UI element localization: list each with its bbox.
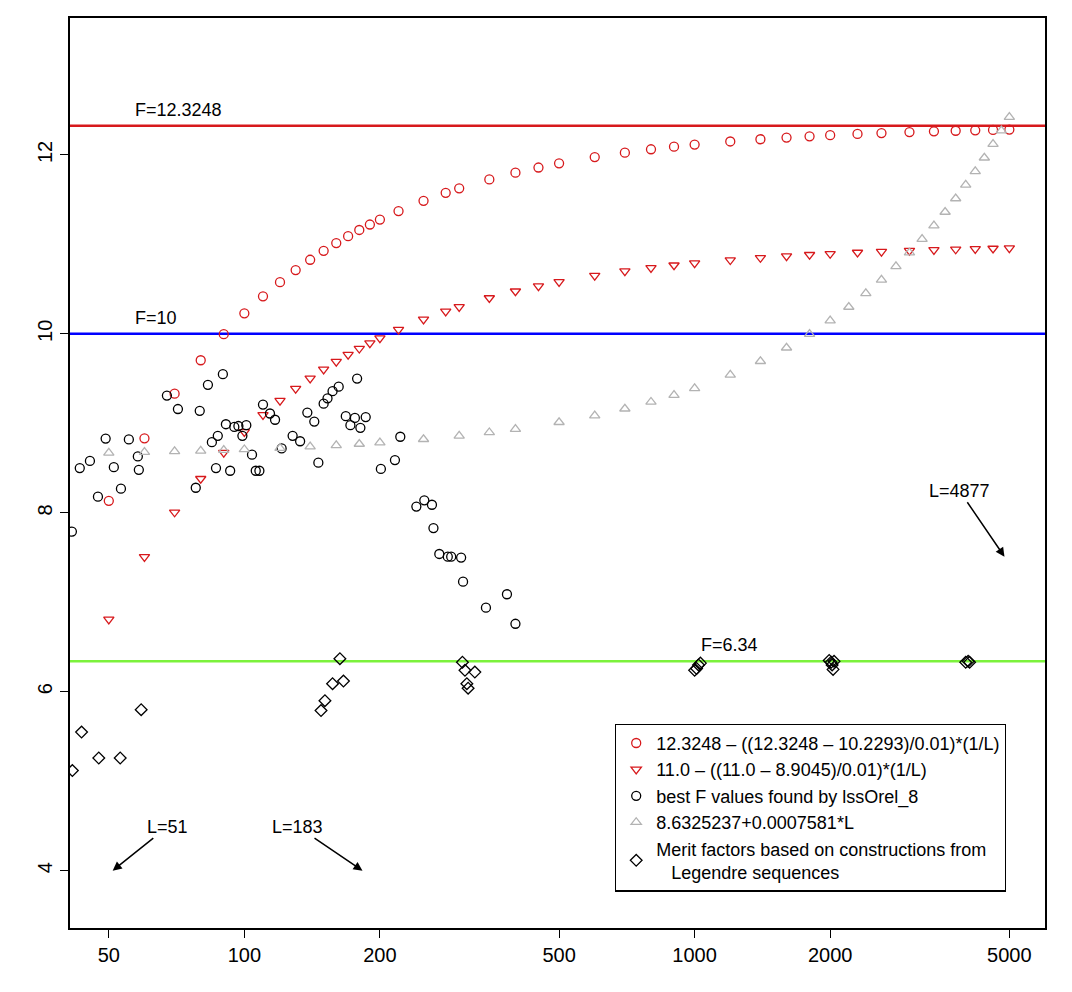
svg-text:8: 8 <box>34 504 56 515</box>
svg-text:F=10: F=10 <box>135 308 177 328</box>
svg-text:5000: 5000 <box>987 944 1032 966</box>
svg-text:12.3248 – ((12.3248 – 10.2293): 12.3248 – ((12.3248 – 10.2293)/0.01)*(1/… <box>656 734 999 754</box>
svg-text:Merit factors based on constru: Merit factors based on constructions fro… <box>656 840 986 883</box>
svg-text:4: 4 <box>34 862 56 873</box>
svg-text:F=12.3248: F=12.3248 <box>135 100 222 120</box>
svg-text:L=183: L=183 <box>272 817 323 837</box>
svg-text:10: 10 <box>34 320 56 342</box>
svg-text:100: 100 <box>228 944 261 966</box>
svg-text:50: 50 <box>98 944 120 966</box>
svg-text:2000: 2000 <box>808 944 853 966</box>
svg-text:8.6325237+0.0007581*L: 8.6325237+0.0007581*L <box>656 813 854 833</box>
svg-text:F=6.34: F=6.34 <box>701 635 758 655</box>
svg-text:12: 12 <box>34 141 56 163</box>
svg-text:200: 200 <box>363 944 396 966</box>
svg-text:best F values found by lssOrel: best F values found by lssOrel_8 <box>656 787 918 808</box>
svg-text:L=4877: L=4877 <box>929 481 990 501</box>
svg-text:L=51: L=51 <box>147 817 188 837</box>
svg-text:500: 500 <box>542 944 575 966</box>
svg-text:1000: 1000 <box>672 944 717 966</box>
svg-text:11.0 – ((11.0 – 8.9045)/0.01)*: 11.0 – ((11.0 – 8.9045)/0.01)*(1/L) <box>656 760 927 780</box>
svg-text:6: 6 <box>34 683 56 694</box>
